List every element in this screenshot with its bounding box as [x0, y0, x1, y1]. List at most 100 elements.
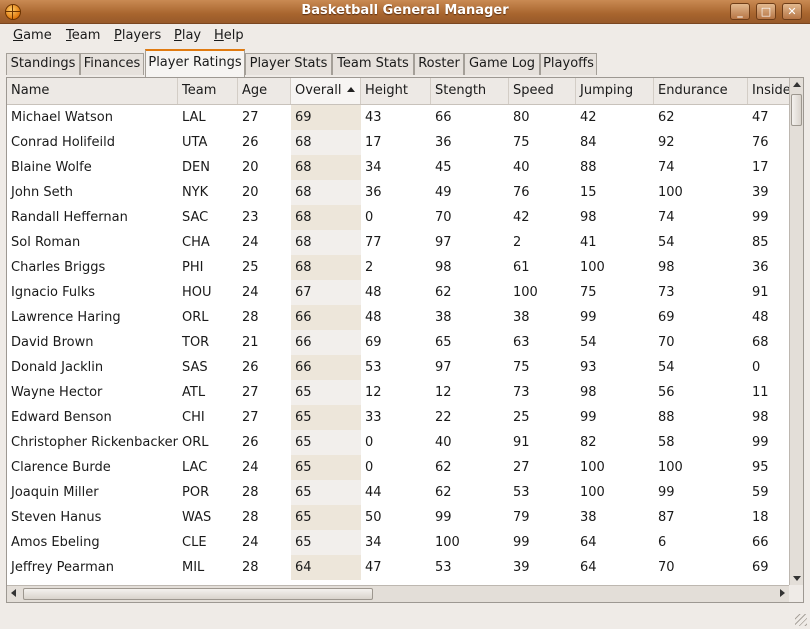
cell-overall: 66 — [291, 305, 361, 330]
tab-bar: Standings Finances Player Ratings Player… — [0, 49, 810, 77]
title-bar: Basketball General Manager _ □ ✕ — [0, 0, 810, 24]
tab-player-stats[interactable]: Player Stats — [245, 53, 332, 75]
tab-finances[interactable]: Finances — [80, 53, 144, 75]
tab-standings[interactable]: Standings — [6, 53, 80, 75]
cell-strength: 49 — [435, 185, 452, 200]
cell-strength: 65 — [435, 335, 452, 350]
scroll-right-icon[interactable] — [780, 589, 785, 597]
status-bar — [0, 606, 810, 629]
cell-strength: 70 — [435, 210, 452, 225]
cell-overall: 68 — [291, 255, 361, 280]
close-button[interactable]: ✕ — [782, 3, 802, 20]
cell-overall: 65 — [291, 405, 361, 430]
table-row[interactable]: Donald Jacklin SAS 26 66 53 97 75 93 54 0 — [7, 355, 789, 380]
cell-inside: 36 — [752, 260, 769, 275]
cell-age: 24 — [242, 235, 259, 250]
table-row[interactable]: Sol Roman CHA 24 68 77 97 2 41 54 85 — [7, 230, 789, 255]
column-header-name[interactable]: Name — [7, 78, 178, 104]
scrollbar-corner — [789, 585, 803, 602]
table-row[interactable]: David Brown TOR 21 66 69 65 63 54 70 68 — [7, 330, 789, 355]
basketball-app-icon[interactable] — [5, 4, 21, 20]
horizontal-scrollbar[interactable] — [7, 585, 789, 602]
table-row[interactable]: Wayne Hector ATL 27 65 12 12 73 98 56 11 — [7, 380, 789, 405]
column-header-strength[interactable]: Stength — [431, 78, 509, 104]
cell-name: Wayne Hector — [11, 385, 103, 400]
column-header-speed[interactable]: Speed — [509, 78, 576, 104]
menu-play[interactable]: Play — [174, 28, 201, 43]
cell-endurance: 87 — [658, 510, 675, 525]
table-row[interactable]: Charles Briggs PHI 25 68 2 98 61 100 98 36 — [7, 255, 789, 280]
cell-team: PHI — [182, 260, 204, 275]
table-row[interactable]: Jeffrey Pearman MIL 28 64 47 53 39 64 70 69 — [7, 555, 789, 580]
cell-strength: 62 — [435, 485, 452, 500]
table-body: Michael Watson LAL 27 69 43 66 80 42 62 47 Conrad … — [7, 105, 789, 585]
horizontal-scroll-thumb[interactable] — [23, 588, 373, 600]
vertical-scrollbar[interactable] — [789, 78, 803, 585]
table-row[interactable]: John Seth NYK 20 68 36 49 76 15 100 39 — [7, 180, 789, 205]
cell-team: LAL — [182, 110, 206, 125]
cell-inside: 59 — [752, 485, 769, 500]
table-row[interactable]: Ignacio Fulks HOU 24 67 48 62 100 75 73 91 — [7, 280, 789, 305]
cell-name: John Seth — [11, 185, 73, 200]
menu-players-label: layers — [121, 28, 162, 43]
scroll-left-icon[interactable] — [11, 589, 16, 597]
table-row[interactable]: Conrad Holifeild UTA 26 68 17 36 75 84 92 76 — [7, 130, 789, 155]
cell-height: 43 — [365, 110, 382, 125]
scroll-down-icon[interactable] — [793, 576, 801, 581]
cell-speed: 80 — [513, 110, 530, 125]
table-row[interactable]: Clarence Burde LAC 24 65 0 62 27 100 100 95 — [7, 455, 789, 480]
menu-game-mnemonic: G — [13, 28, 24, 43]
column-header-team[interactable]: Team — [178, 78, 238, 104]
cell-overall: 66 — [291, 355, 361, 380]
tab-player-ratings[interactable]: Player Ratings — [145, 49, 245, 77]
cell-jumping: 88 — [580, 160, 597, 175]
menu-team[interactable]: Team — [66, 28, 100, 43]
cell-age: 20 — [242, 160, 259, 175]
tab-game-log[interactable]: Game Log — [464, 53, 540, 75]
cell-strength: 62 — [435, 285, 452, 300]
cell-height: 69 — [365, 335, 382, 350]
table-row[interactable]: Michael Watson LAL 27 69 43 66 80 42 62 47 — [7, 105, 789, 130]
cell-speed: 2 — [513, 235, 522, 250]
vertical-scroll-thumb[interactable] — [791, 94, 802, 126]
cell-age: 23 — [242, 210, 259, 225]
table-row[interactable]: Steven Hanus WAS 28 65 50 99 79 38 87 18 — [7, 505, 789, 530]
cell-strength: 99 — [435, 510, 452, 525]
cell-jumping: 93 — [580, 360, 597, 375]
cell-height: 0 — [365, 435, 374, 450]
table-row[interactable]: Lawrence Haring ORL 28 66 48 38 38 99 69 48 — [7, 305, 789, 330]
cell-endurance: 56 — [658, 385, 675, 400]
tab-playoffs[interactable]: Playoffs — [540, 53, 597, 75]
scroll-up-icon[interactable] — [793, 82, 801, 87]
table-row[interactable]: Blaine Wolfe DEN 20 68 34 45 40 88 74 17 — [7, 155, 789, 180]
maximize-button[interactable]: □ — [756, 3, 776, 20]
cell-height: 12 — [365, 385, 382, 400]
cell-team: HOU — [182, 285, 212, 300]
cell-strength: 100 — [435, 535, 460, 550]
resize-grip-icon[interactable] — [795, 614, 807, 626]
cell-height: 34 — [365, 535, 382, 550]
menu-game[interactable]: Game — [13, 28, 52, 43]
cell-overall: 68 — [291, 205, 361, 230]
minimize-button[interactable]: _ — [730, 3, 750, 20]
cell-name: Michael Watson — [11, 110, 113, 125]
cell-name: David Brown — [11, 335, 94, 350]
column-header-height[interactable]: Height — [361, 78, 431, 104]
column-header-jumping[interactable]: Jumping — [576, 78, 654, 104]
cell-name: Amos Ebeling — [11, 535, 100, 550]
cell-height: 48 — [365, 285, 382, 300]
tab-team-stats[interactable]: Team Stats — [332, 53, 414, 75]
table-row[interactable]: Christopher Rickenbacker ORL 26 65 0 40 91 82 58… — [7, 430, 789, 455]
cell-overall: 68 — [291, 155, 361, 180]
table-row[interactable]: Amos Ebeling CLE 24 65 34 100 99 64 6 66 — [7, 530, 789, 555]
column-header-overall[interactable]: Overall — [291, 78, 361, 104]
table-row[interactable]: Edward Benson CHI 27 65 33 22 25 99 88 98 — [7, 405, 789, 430]
cell-team: UTA — [182, 135, 208, 150]
table-row[interactable]: Randall Heffernan SAC 23 68 0 70 42 98 74 99 — [7, 205, 789, 230]
tab-roster[interactable]: Roster — [414, 53, 464, 75]
column-header-age[interactable]: Age — [238, 78, 291, 104]
table-row[interactable]: Joaquin Miller POR 28 65 44 62 53 100 99 59 — [7, 480, 789, 505]
column-header-endurance[interactable]: Endurance — [654, 78, 748, 104]
menu-help[interactable]: Help — [214, 28, 244, 43]
menu-players[interactable]: Players — [114, 28, 161, 43]
